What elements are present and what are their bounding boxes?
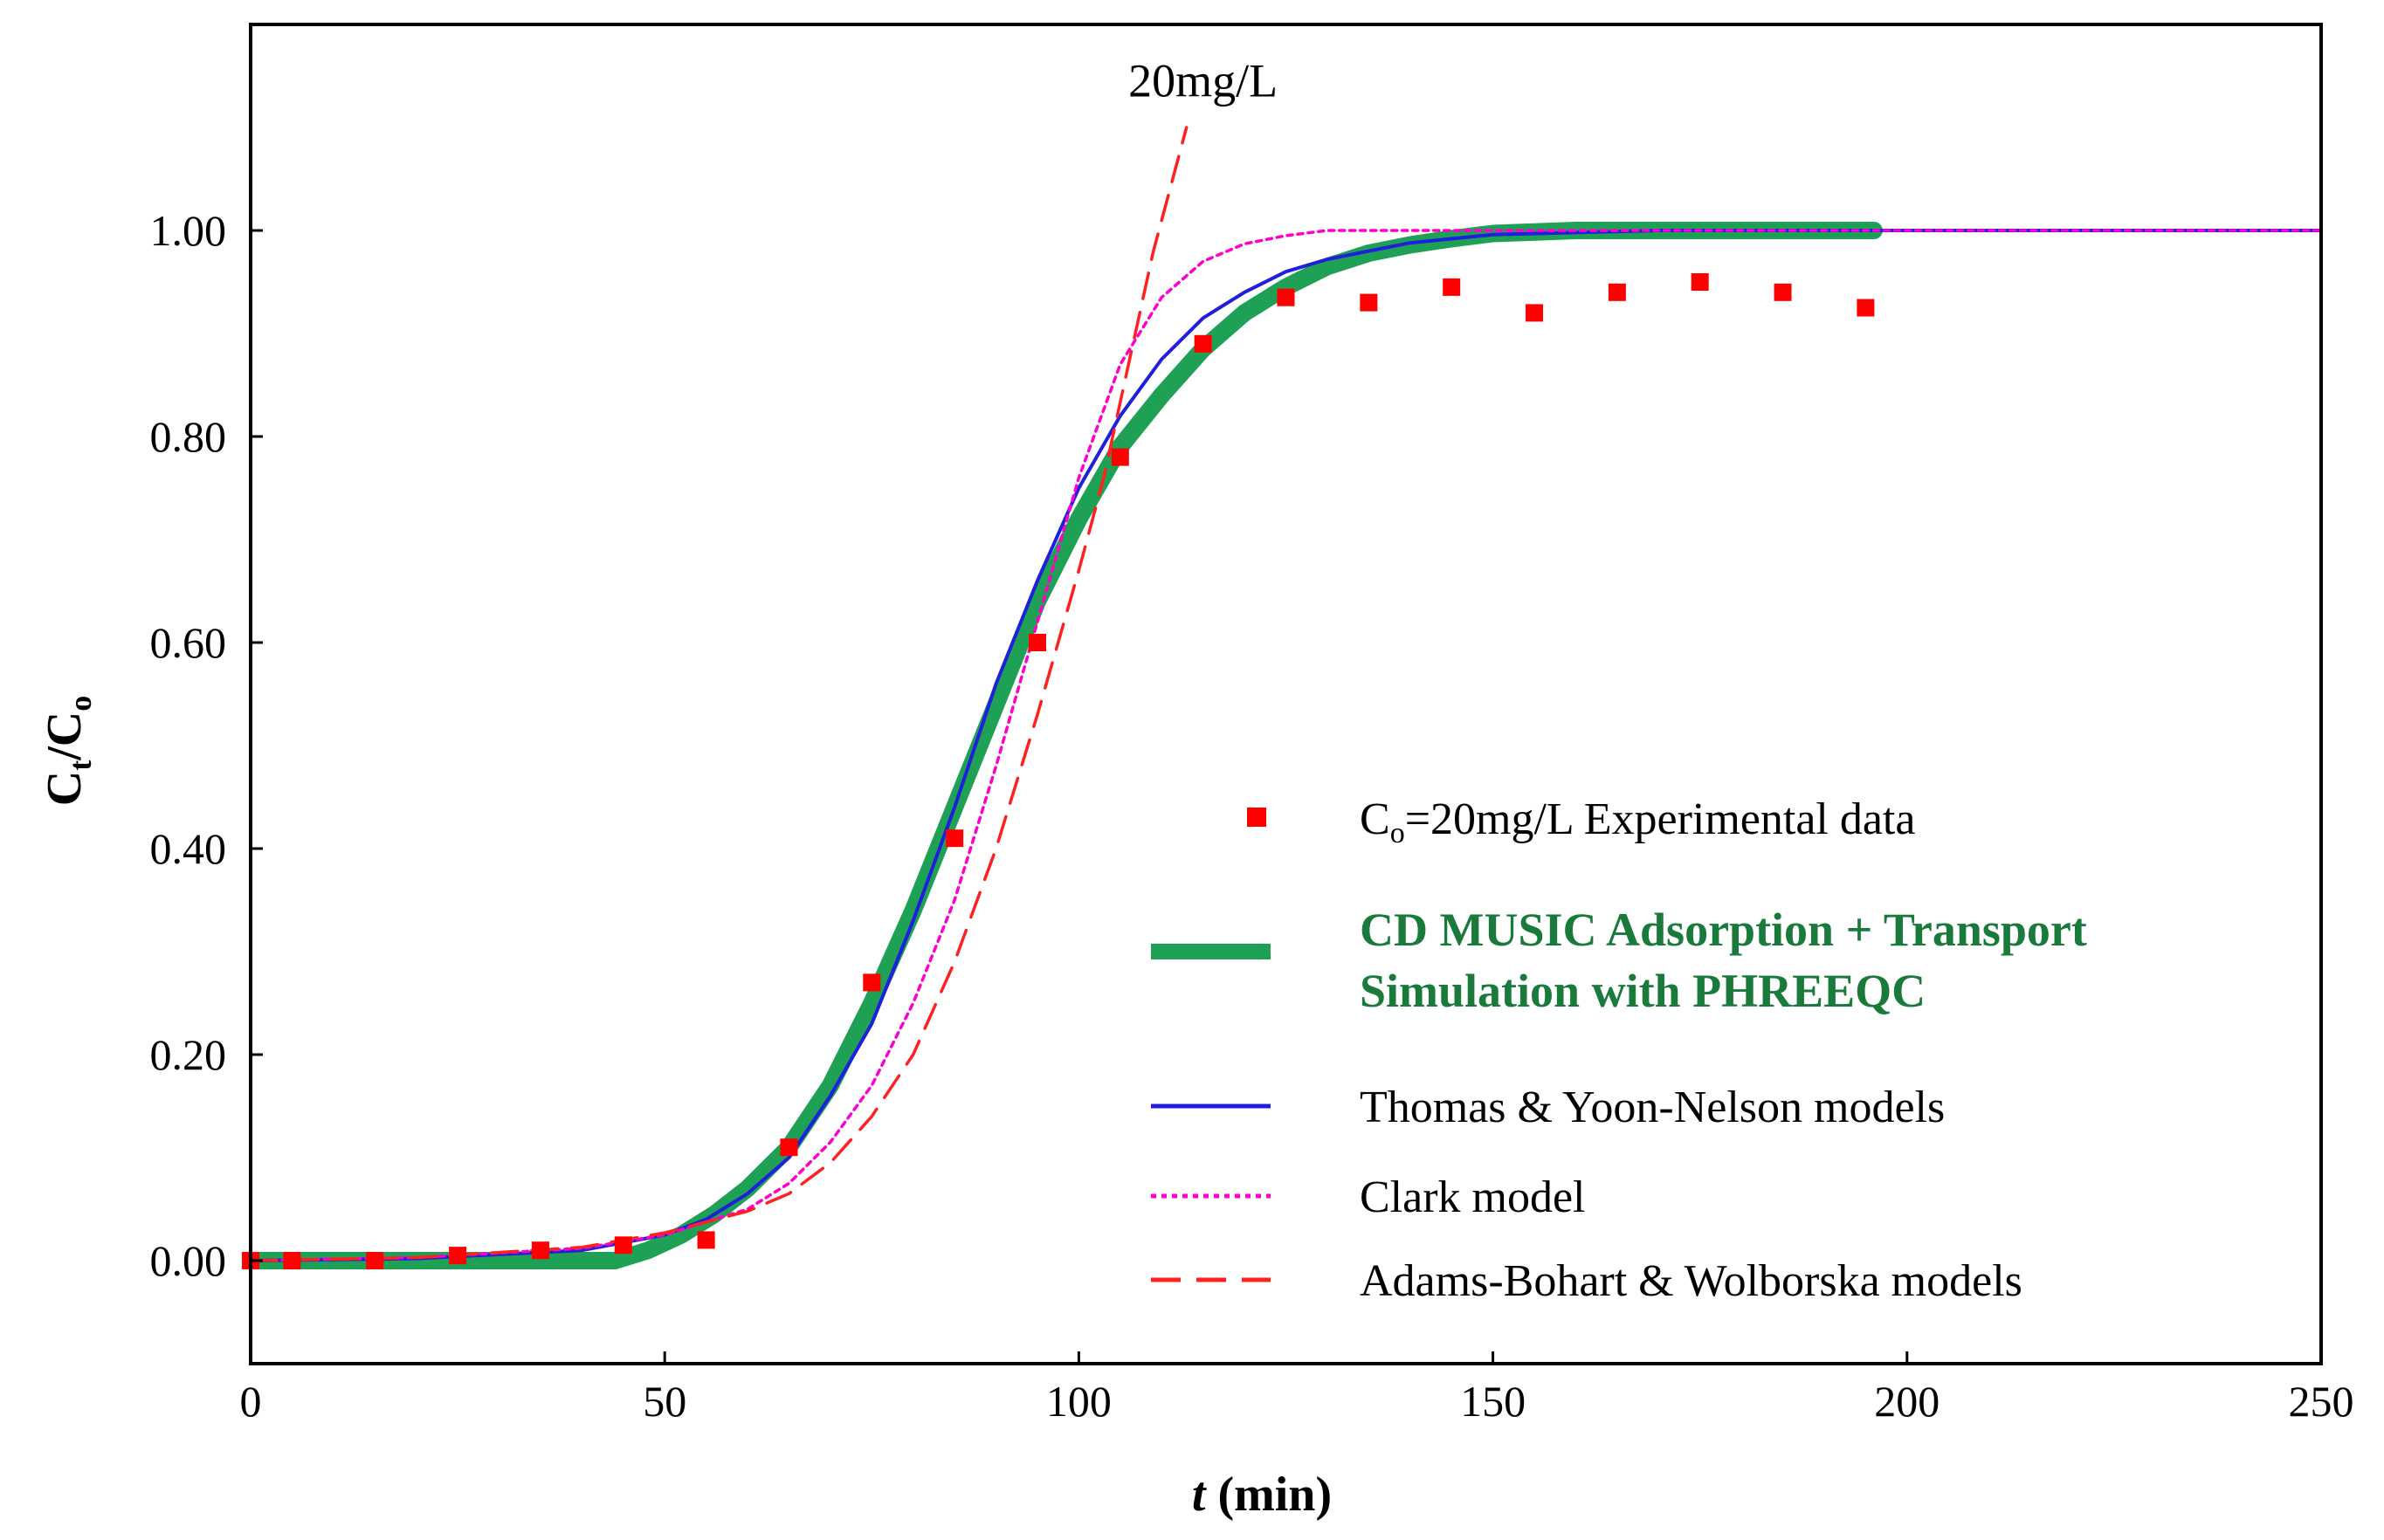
y-axis-sep: /C: [38, 712, 92, 761]
legend-marker-experimental: [1247, 808, 1266, 827]
experimental-point: [1277, 288, 1295, 306]
y-axis-sub-o: o: [63, 696, 98, 712]
legend-label-experimental: Co=20mg/L Experimental data: [1360, 794, 1915, 849]
x-tick-label-100: 100: [1046, 1377, 1112, 1426]
legend-label-clark: Clark model: [1360, 1172, 1586, 1222]
experimental-point: [449, 1247, 467, 1265]
y-tick-label-5: 1.00: [150, 206, 227, 255]
y-tick-label-4: 0.80: [150, 412, 227, 461]
experimental-point: [1526, 304, 1544, 322]
experimental-point: [1194, 334, 1212, 353]
experimental-point: [1774, 283, 1792, 301]
y-tick-label-3: 0.60: [150, 618, 227, 667]
y-axis-title: Ct/Co: [38, 696, 98, 806]
experimental-point: [614, 1236, 632, 1255]
plot-layer: [242, 126, 2323, 1269]
x-axis-title: t (min): [1192, 1468, 1332, 1522]
axes-layer: 0 50 100 150 200 250 0.00 0.20 0.40 0.60 0.80 1.00: [150, 206, 2354, 1426]
experimental-point: [1360, 293, 1378, 312]
series-clark-line: [249, 229, 2323, 1262]
x-tick-label-50: 50: [643, 1377, 686, 1426]
legend-label-adams: Adams-Bohart & Wolborska models: [1360, 1256, 2022, 1306]
legend-label-thomas: Thomas & Yoon-Nelson models: [1360, 1083, 1945, 1132]
experimental-point: [1608, 283, 1626, 301]
experimental-point: [697, 1231, 715, 1249]
y-axis-sub-t: t: [63, 760, 98, 771]
experimental-point: [863, 973, 881, 992]
experimental-point: [1111, 448, 1129, 466]
experimental-point: [283, 1252, 301, 1269]
series-thomas-line: [249, 229, 2323, 1262]
experimental-point: [1443, 278, 1461, 296]
y-tick-label-0: 0.00: [150, 1236, 227, 1285]
x-tick-label-150: 150: [1460, 1377, 1526, 1426]
experimental-point: [780, 1138, 798, 1157]
x-tick-label-0: 0: [240, 1377, 262, 1426]
legend-label-cdmusic-line1: CD MUSIC Adsorption + Transport: [1360, 904, 2087, 956]
y-tick-label-2: 0.40: [150, 824, 227, 873]
x-axis-var: t: [1192, 1468, 1207, 1522]
experimental-point: [1857, 299, 1875, 317]
y-axis-c: C: [38, 771, 92, 806]
x-tick-label-250: 250: [2289, 1377, 2354, 1426]
experimental-point: [946, 829, 964, 848]
legend-label-cdmusic-line2: Simulation with PHREEQC: [1360, 965, 1926, 1017]
experimental-point: [1691, 273, 1709, 291]
x-axis-unit: (min): [1217, 1468, 1332, 1522]
experimental-point: [1028, 634, 1046, 651]
y-tick-label-1: 0.20: [150, 1030, 227, 1079]
series-adams-line: [249, 126, 1189, 1262]
experimental-point: [531, 1241, 549, 1260]
plot-frame: [249, 23, 2323, 1365]
x-tick-label-200: 200: [1874, 1377, 1940, 1426]
legend: Co=20mg/L Experimental data CD MUSIC Ads…: [1151, 794, 2087, 1306]
annotation-20mg-l: 20mg/L: [1128, 55, 1278, 107]
experimental-point: [366, 1252, 384, 1269]
